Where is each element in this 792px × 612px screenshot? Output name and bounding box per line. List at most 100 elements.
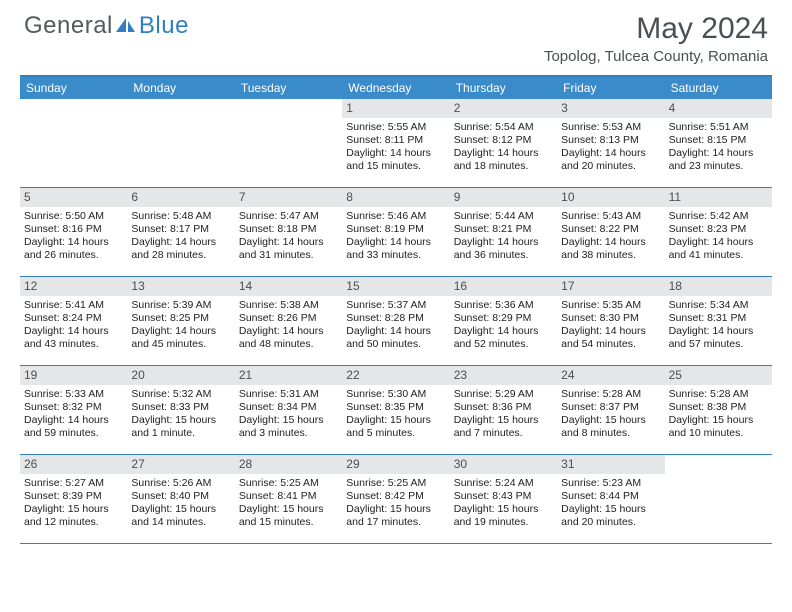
sunset-text: Sunset: 8:31 PM <box>669 312 768 325</box>
sunrise-text: Sunrise: 5:27 AM <box>24 477 123 490</box>
daylight-text: Daylight: 14 hours and 57 minutes. <box>669 325 768 351</box>
day-number: 7 <box>235 188 342 207</box>
daylight-text: Daylight: 14 hours and 28 minutes. <box>131 236 230 262</box>
sunset-text: Sunset: 8:12 PM <box>454 134 553 147</box>
day-number: 6 <box>127 188 234 207</box>
sunset-text: Sunset: 8:17 PM <box>131 223 230 236</box>
day-number: 3 <box>557 99 664 118</box>
day-number <box>127 99 234 103</box>
day-number: 27 <box>127 455 234 474</box>
sunset-text: Sunset: 8:26 PM <box>239 312 338 325</box>
sunrise-text: Sunrise: 5:28 AM <box>561 388 660 401</box>
day-21: 21Sunrise: 5:31 AMSunset: 8:34 PMDayligh… <box>235 366 342 454</box>
calendar: SundayMondayTuesdayWednesdayThursdayFrid… <box>20 75 772 544</box>
day-9: 9Sunrise: 5:44 AMSunset: 8:21 PMDaylight… <box>450 188 557 276</box>
day-6: 6Sunrise: 5:48 AMSunset: 8:17 PMDaylight… <box>127 188 234 276</box>
daylight-text: Daylight: 15 hours and 14 minutes. <box>131 503 230 529</box>
sunrise-text: Sunrise: 5:23 AM <box>561 477 660 490</box>
day-number: 8 <box>342 188 449 207</box>
day-number: 25 <box>665 366 772 385</box>
day-18: 18 Sunrise: 5:34 AMSunset: 8:31 PMDayligh… <box>665 277 772 365</box>
day-31: 31Sunrise: 5:23 AMSunset: 8:44 PMDayligh… <box>557 455 664 543</box>
sunrise-text: Sunrise: 5:41 AM <box>24 299 123 312</box>
day-4: 4Sunrise: 5:51 AMSunset: 8:15 PMDaylight… <box>665 99 772 187</box>
title-block: May 2024 Topolog, Tulcea County, Romania <box>544 12 768 65</box>
day-empty <box>20 99 127 187</box>
sunrise-text: Sunrise: 5:32 AM <box>131 388 230 401</box>
sunset-text: Sunset: 8:37 PM <box>561 401 660 414</box>
day-19: 19Sunrise: 5:33 AMSunset: 8:32 PMDayligh… <box>20 366 127 454</box>
day-10: 10Sunrise: 5:43 AMSunset: 8:22 PMDayligh… <box>557 188 664 276</box>
day-number: 16 <box>450 277 557 296</box>
day-30: 30Sunrise: 5:24 AMSunset: 8:43 PMDayligh… <box>450 455 557 543</box>
day-29: 29Sunrise: 5:25 AMSunset: 8:42 PMDayligh… <box>342 455 449 543</box>
day-number: 19 <box>20 366 127 385</box>
daylight-text: Daylight: 15 hours and 7 minutes. <box>454 414 553 440</box>
weekday-monday: Monday <box>127 77 234 99</box>
day-14: 14Sunrise: 5:38 AMSunset: 8:26 PMDayligh… <box>235 277 342 365</box>
daylight-text: Daylight: 14 hours and 20 minutes. <box>561 147 660 173</box>
daylight-text: Daylight: 14 hours and 15 minutes. <box>346 147 445 173</box>
daylight-text: Daylight: 15 hours and 15 minutes. <box>239 503 338 529</box>
sunrise-text: Sunrise: 5:26 AM <box>131 477 230 490</box>
week-row: 26Sunrise: 5:27 AMSunset: 8:39 PMDayligh… <box>20 455 772 544</box>
sunrise-text: Sunrise: 5:34 AM <box>669 299 768 312</box>
sunrise-text: Sunrise: 5:29 AM <box>454 388 553 401</box>
sunrise-text: Sunrise: 5:53 AM <box>561 121 660 134</box>
day-number: 11 <box>665 188 772 207</box>
day-11: 11Sunrise: 5:42 AMSunset: 8:23 PMDayligh… <box>665 188 772 276</box>
weekday-thursday: Thursday <box>450 77 557 99</box>
weekday-wednesday: Wednesday <box>342 77 449 99</box>
day-25: 25Sunrise: 5:28 AMSunset: 8:38 PMDayligh… <box>665 366 772 454</box>
day-empty <box>127 99 234 187</box>
weekday-saturday: Saturday <box>665 77 772 99</box>
weekday-sunday: Sunday <box>20 77 127 99</box>
week-row: 19Sunrise: 5:33 AMSunset: 8:32 PMDayligh… <box>20 366 772 455</box>
day-number: 20 <box>127 366 234 385</box>
sunset-text: Sunset: 8:30 PM <box>561 312 660 325</box>
sunrise-text: Sunrise: 5:25 AM <box>346 477 445 490</box>
logo-sail-icon <box>115 17 137 35</box>
day-empty <box>235 99 342 187</box>
sunset-text: Sunset: 8:24 PM <box>24 312 123 325</box>
day-number: 2 <box>450 99 557 118</box>
day-15: 15Sunrise: 5:37 AMSunset: 8:28 PMDayligh… <box>342 277 449 365</box>
daylight-text: Daylight: 14 hours and 54 minutes. <box>561 325 660 351</box>
sunset-text: Sunset: 8:11 PM <box>346 134 445 147</box>
day-7: 7Sunrise: 5:47 AMSunset: 8:18 PMDaylight… <box>235 188 342 276</box>
sunrise-text: Sunrise: 5:35 AM <box>561 299 660 312</box>
day-number <box>665 455 772 459</box>
daylight-text: Daylight: 14 hours and 41 minutes. <box>669 236 768 262</box>
sunrise-text: Sunrise: 5:37 AM <box>346 299 445 312</box>
day-12: 12Sunrise: 5:41 AMSunset: 8:24 PMDayligh… <box>20 277 127 365</box>
sunset-text: Sunset: 8:21 PM <box>454 223 553 236</box>
day-2: 2Sunrise: 5:54 AMSunset: 8:12 PMDaylight… <box>450 99 557 187</box>
day-empty <box>665 455 772 543</box>
logo-text-2: Blue <box>139 12 189 40</box>
daylight-text: Daylight: 14 hours and 50 minutes. <box>346 325 445 351</box>
day-number: 22 <box>342 366 449 385</box>
sunrise-text: Sunrise: 5:44 AM <box>454 210 553 223</box>
sunset-text: Sunset: 8:29 PM <box>454 312 553 325</box>
day-8: 8Sunrise: 5:46 AMSunset: 8:19 PMDaylight… <box>342 188 449 276</box>
day-16: 16Sunrise: 5:36 AMSunset: 8:29 PMDayligh… <box>450 277 557 365</box>
day-number: 18 <box>665 277 772 296</box>
sunrise-text: Sunrise: 5:28 AM <box>669 388 768 401</box>
sunrise-text: Sunrise: 5:50 AM <box>24 210 123 223</box>
sunset-text: Sunset: 8:28 PM <box>346 312 445 325</box>
weekday-header-row: SundayMondayTuesdayWednesdayThursdayFrid… <box>20 77 772 99</box>
daylight-text: Daylight: 14 hours and 38 minutes. <box>561 236 660 262</box>
daylight-text: Daylight: 14 hours and 23 minutes. <box>669 147 768 173</box>
daylight-text: Daylight: 14 hours and 59 minutes. <box>24 414 123 440</box>
day-26: 26Sunrise: 5:27 AMSunset: 8:39 PMDayligh… <box>20 455 127 543</box>
day-number: 1 <box>342 99 449 118</box>
sunset-text: Sunset: 8:42 PM <box>346 490 445 503</box>
daylight-text: Daylight: 15 hours and 17 minutes. <box>346 503 445 529</box>
day-13: 13Sunrise: 5:39 AMSunset: 8:25 PMDayligh… <box>127 277 234 365</box>
sunrise-text: Sunrise: 5:31 AM <box>239 388 338 401</box>
sunset-text: Sunset: 8:44 PM <box>561 490 660 503</box>
daylight-text: Daylight: 15 hours and 3 minutes. <box>239 414 338 440</box>
daylight-text: Daylight: 15 hours and 19 minutes. <box>454 503 553 529</box>
daylight-text: Daylight: 14 hours and 43 minutes. <box>24 325 123 351</box>
location: Topolog, Tulcea County, Romania <box>544 48 768 65</box>
